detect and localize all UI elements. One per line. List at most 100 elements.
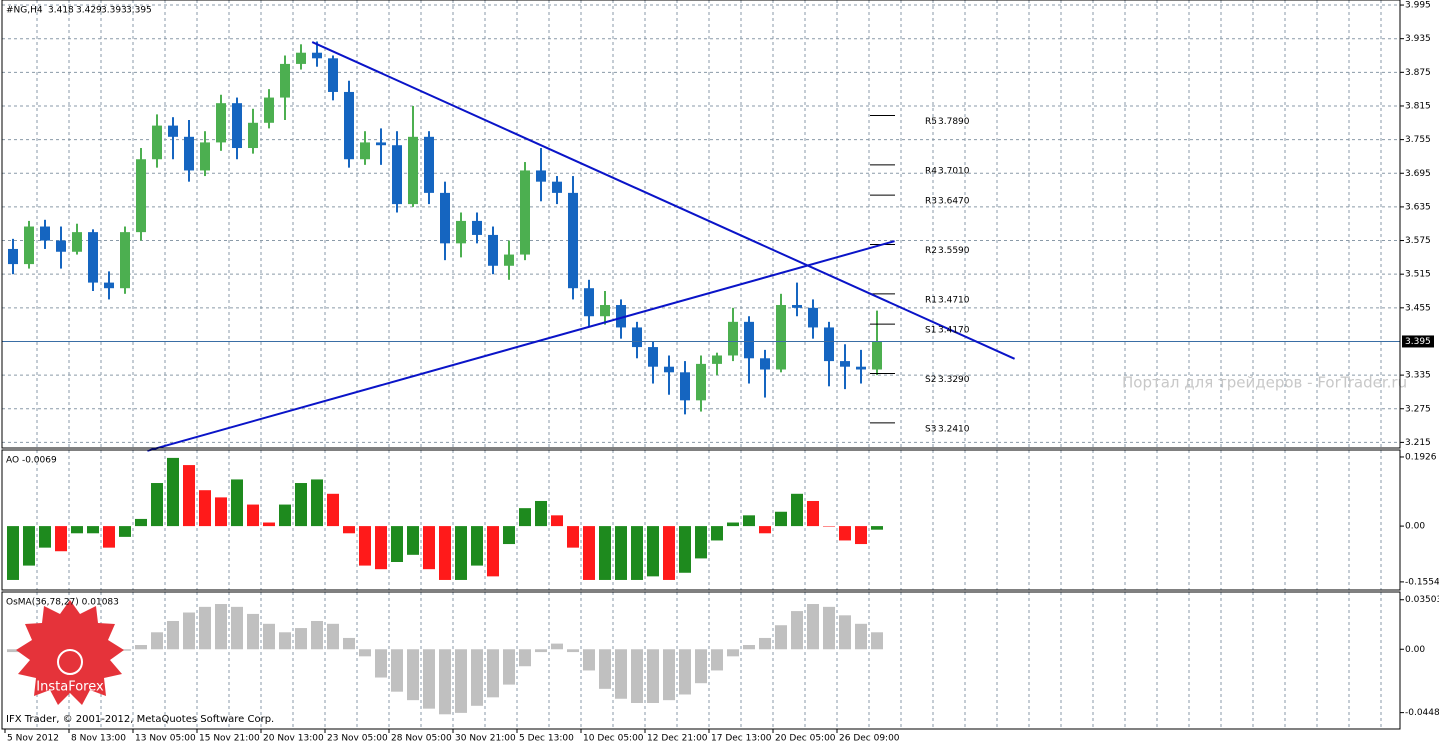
histogram-bar <box>855 623 867 650</box>
histogram-bar <box>343 637 355 650</box>
histogram-bar <box>727 522 739 527</box>
histogram-bar <box>567 526 579 548</box>
histogram-bar <box>567 649 579 653</box>
candle-body <box>840 361 850 367</box>
histogram-bar <box>263 623 275 650</box>
x-tick-label: 20 Nov 13:00 <box>263 734 324 744</box>
candle-body <box>728 321 738 356</box>
candle-body <box>792 305 802 308</box>
y-tick-label: 3.935 <box>1405 34 1431 44</box>
y-tick-label: 3.575 <box>1405 236 1431 246</box>
histogram-bar <box>631 649 643 703</box>
histogram-bar <box>743 645 755 650</box>
histogram-bar <box>823 526 835 527</box>
candle-body <box>632 327 642 348</box>
x-tick-label: 12 Dec 21:00 <box>647 734 708 744</box>
y-tick-label: 0.03503 <box>1405 595 1439 605</box>
histogram-bar <box>711 649 723 671</box>
y-tick-label: -0.04481 <box>1405 708 1439 718</box>
quote-high: 3.429 <box>76 6 102 16</box>
histogram-bar <box>487 526 499 577</box>
candle-body <box>120 232 130 289</box>
candle-body <box>744 321 754 359</box>
pivot-name: R1 <box>925 295 937 305</box>
trendline <box>311 41 1016 360</box>
histogram-bar <box>375 649 387 678</box>
marks-layer <box>2 41 1400 715</box>
candle-body <box>72 232 82 252</box>
candle-body <box>440 192 450 244</box>
histogram-bar <box>55 526 67 552</box>
quote-close: 3.395 <box>126 6 152 16</box>
grid-layer <box>2 0 1400 729</box>
histogram-bar <box>407 526 419 555</box>
pivot-value: 3.3290 <box>938 375 970 385</box>
candle-body <box>104 282 114 289</box>
candle-body <box>616 305 626 328</box>
histogram-bar <box>295 483 307 527</box>
logo-text: InstaForex <box>36 680 104 695</box>
histogram-bar <box>727 649 739 657</box>
histogram-bar <box>839 526 851 541</box>
histogram-bar <box>615 526 627 580</box>
histogram-bar <box>295 628 307 650</box>
x-tick-label: 5 Nov 2012 <box>7 734 59 744</box>
candle-body <box>184 136 194 171</box>
quote-open: 3.418 <box>48 6 74 16</box>
pivot-name: R5 <box>925 117 937 127</box>
candle-body <box>344 91 354 160</box>
histogram-bar <box>151 632 163 650</box>
pivot-value: 3.2410 <box>938 424 970 434</box>
histogram-bar <box>503 649 515 685</box>
histogram-bar <box>535 500 547 527</box>
histogram-bar <box>807 500 819 527</box>
histogram-bar <box>231 479 243 527</box>
x-tick-label: 15 Nov 21:00 <box>199 734 260 744</box>
histogram-bar <box>519 508 531 527</box>
candle-body <box>648 347 658 367</box>
osma-frame <box>1 591 1401 730</box>
y-tick-label: 3.635 <box>1405 202 1431 212</box>
histogram-bar <box>135 518 147 527</box>
x-tick-label: 8 Nov 13:00 <box>71 734 126 744</box>
candle-body <box>856 366 866 370</box>
pivot-name: R4 <box>925 166 937 176</box>
histogram-bar <box>183 612 195 650</box>
candle-body <box>40 226 50 241</box>
x-tick-label: 26 Dec 09:00 <box>839 734 900 744</box>
main-frame <box>1 0 1401 449</box>
y-tick-label: 3.275 <box>1405 404 1431 414</box>
histogram-bar <box>871 526 883 530</box>
ao-frame <box>1 449 1401 591</box>
pivot-value: 3.4170 <box>938 326 970 336</box>
histogram-bar <box>599 649 611 689</box>
histogram-bar <box>775 511 787 527</box>
candle-body <box>88 232 98 283</box>
histogram-bar <box>135 645 147 650</box>
candle-body <box>216 103 226 143</box>
histogram-bar <box>631 526 643 580</box>
histogram-bar <box>391 649 403 692</box>
logo-badge <box>16 600 124 705</box>
candle-body <box>872 341 882 370</box>
candle-body <box>328 58 338 92</box>
x-tick-label: 28 Nov 05:00 <box>391 734 452 744</box>
histogram-bar <box>167 620 179 650</box>
histogram-bar <box>71 526 83 534</box>
candle-body <box>24 226 34 265</box>
histogram-bar <box>679 526 691 573</box>
quote-low: 3.393 <box>101 6 127 16</box>
histogram-bar <box>119 649 131 651</box>
histogram-bar <box>599 526 611 580</box>
histogram-bar <box>503 526 515 545</box>
histogram-bar <box>663 649 675 701</box>
histogram-bar <box>215 604 227 650</box>
histogram-bar <box>647 526 659 577</box>
candle-body <box>696 363 706 401</box>
histogram-bar <box>455 526 467 580</box>
candle-body <box>456 220 466 244</box>
histogram-bar <box>183 465 195 527</box>
pivot-value: 3.7010 <box>938 166 970 176</box>
histogram-bar <box>151 483 163 527</box>
